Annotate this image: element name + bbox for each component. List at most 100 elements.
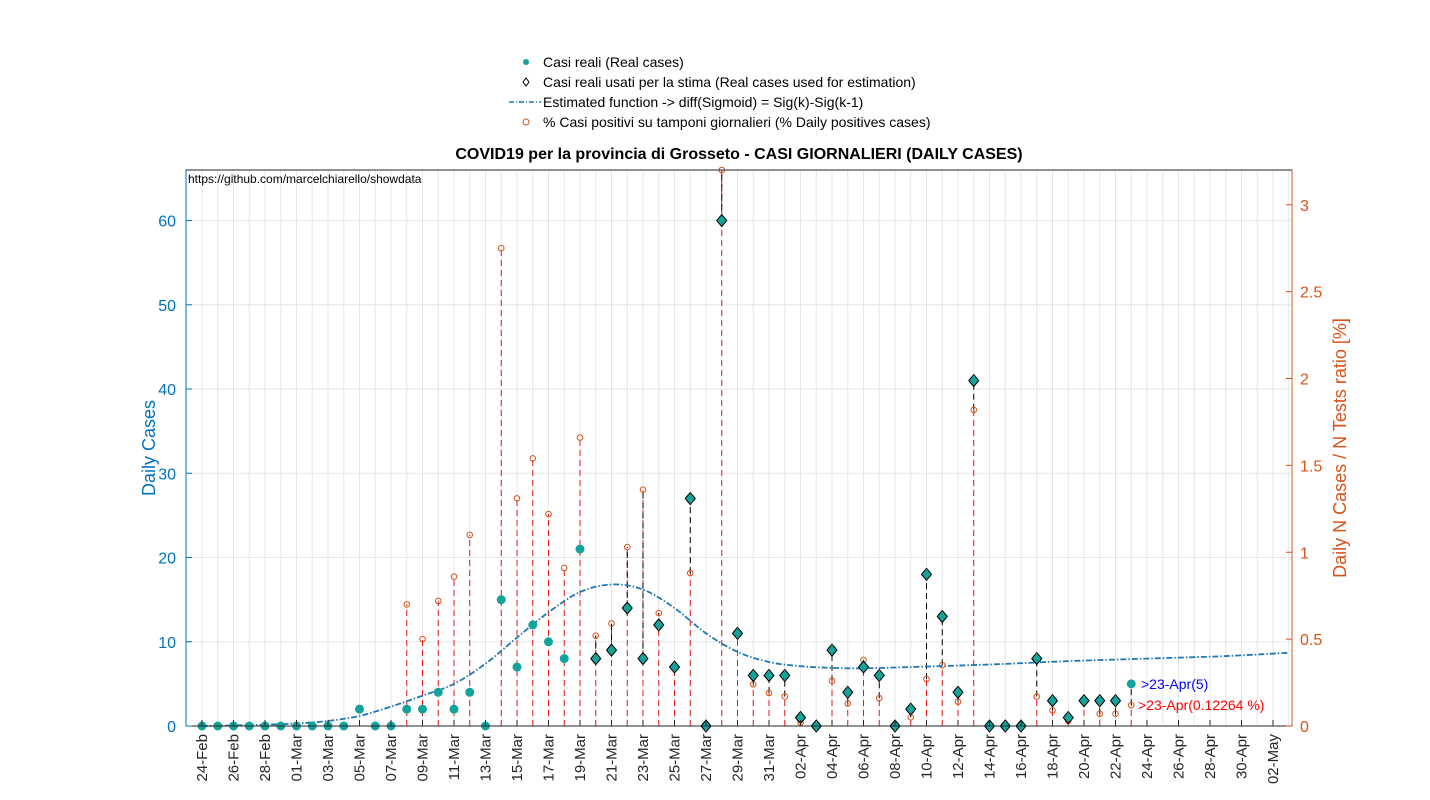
legend-label-real-cases: Casi reali (Real cases) — [543, 54, 684, 70]
case-used-marker — [716, 213, 728, 228]
case-used-marker — [1109, 693, 1122, 708]
x-tick-label: 22-Apr — [1108, 734, 1125, 779]
ratio-point — [419, 635, 426, 643]
case-used-marker — [684, 491, 696, 506]
case-point — [780, 670, 790, 680]
ratio-point — [938, 661, 946, 669]
case-point — [796, 713, 805, 723]
case-used-marker — [1062, 710, 1074, 725]
y-right-tick-label: 0.5 — [1300, 632, 1322, 649]
case-point — [528, 620, 538, 630]
x-tick-label: 11-Mar — [446, 734, 463, 780]
ratio-point — [1127, 701, 1135, 709]
legend-marker-used-cases — [522, 77, 530, 87]
ratio-point — [560, 564, 568, 572]
legend-marker-positive-ratio — [522, 118, 530, 126]
y-right-tick-label: 0 — [1300, 719, 1309, 736]
case-point — [465, 687, 475, 697]
case-point — [670, 662, 679, 672]
case-used-marker — [637, 651, 649, 666]
case-used-marker — [731, 626, 744, 641]
ratio-point — [655, 609, 663, 617]
case-point — [1063, 713, 1073, 723]
x-tick-label: 02-Apr — [793, 734, 810, 779]
case-point — [827, 645, 837, 655]
case-used-marker — [621, 601, 633, 615]
case-point — [433, 687, 443, 697]
case-used-marker — [968, 373, 980, 388]
case-used-marker — [936, 609, 948, 624]
x-tick-label: 23-Mar — [635, 734, 652, 782]
case-point — [717, 216, 727, 226]
case-used-marker — [873, 668, 885, 683]
case-point — [496, 595, 506, 605]
ratio-point — [545, 510, 552, 518]
case-point — [733, 628, 742, 638]
ratio-point — [875, 694, 883, 702]
x-tick-label: 16-Apr — [1013, 734, 1030, 779]
x-tick-label: 24-Apr — [1139, 734, 1156, 779]
ratio-point — [529, 455, 537, 462]
case-used-marker — [905, 702, 917, 716]
case-point — [355, 704, 364, 714]
y-left-tick-label: 20 — [158, 551, 176, 568]
case-point — [748, 670, 758, 680]
annotation-cases: >23-Apr(5) — [1141, 676, 1208, 692]
estimated-function-line — [201, 583, 1289, 727]
case-point — [685, 494, 695, 504]
y-left-tick-label: 30 — [158, 466, 176, 483]
case-point — [1048, 696, 1057, 706]
case-point — [906, 704, 916, 714]
ratio-point — [1112, 710, 1119, 718]
case-used-marker — [1046, 693, 1059, 708]
y-axis-left-label: Daily Cases — [139, 400, 159, 496]
legend-entry-real-cases: Casi reali (Real cases) — [523, 54, 684, 70]
x-tick-label: 21-Mar — [604, 734, 621, 782]
case-used-marker — [590, 651, 602, 666]
x-tick-label: 02-May — [1265, 734, 1282, 785]
ratio-point — [828, 677, 836, 685]
x-tick-label: 26-Feb — [226, 734, 243, 782]
case-point — [953, 687, 963, 697]
x-tick-label: 07-Mar — [383, 734, 400, 782]
case-point — [1111, 696, 1120, 706]
case-used-marker — [1094, 693, 1106, 708]
ratio-point — [765, 689, 773, 697]
case-used-marker — [952, 685, 964, 700]
ratio-point — [403, 601, 411, 608]
case-used-marker — [1015, 719, 1027, 733]
y-left-tick-label: 40 — [158, 382, 176, 399]
case-point — [559, 654, 569, 664]
case-point — [764, 670, 774, 680]
case-point — [418, 704, 427, 714]
case-point — [654, 620, 664, 630]
y-left-tick-label: 0 — [167, 719, 176, 736]
ratio-point — [592, 632, 600, 639]
x-tick-label: 06-Apr — [856, 734, 873, 779]
case-point — [969, 376, 979, 386]
case-used-marker — [810, 719, 822, 733]
x-tick-label: 18-Apr — [1045, 734, 1062, 779]
ratio-point — [639, 486, 647, 494]
ratio-point — [434, 597, 442, 605]
x-tick-label: 12-Apr — [950, 734, 967, 779]
y-right-tick-label: 1.5 — [1300, 458, 1322, 475]
case-point — [1126, 679, 1136, 689]
y-right-tick-label: 2 — [1300, 372, 1309, 389]
case-used-marker — [605, 643, 618, 657]
y-axis-right-label: Daily N Cases / N Tests ratio [%] — [1330, 318, 1350, 578]
ratio-point — [1049, 707, 1056, 714]
x-tick-label: 03-Mar — [320, 734, 337, 782]
chart-legend: Casi reali (Real cases) Casi reali usati… — [509, 54, 930, 130]
axes: 0 10 20 30 40 50 60 0 0.5 1 1.5 2 2.5 3 24-Feb 26-Feb 28… — [158, 170, 1322, 784]
ratio-point — [623, 543, 631, 551]
case-point — [1095, 696, 1105, 706]
case-used-marker — [1031, 651, 1043, 666]
case-used-marker — [668, 660, 681, 674]
case-used-marker — [983, 719, 996, 733]
y-left-tick-label: 10 — [158, 635, 176, 652]
y-right-tick-label: 1 — [1300, 545, 1309, 562]
case-used-marker — [826, 643, 838, 657]
case-point — [607, 645, 616, 655]
